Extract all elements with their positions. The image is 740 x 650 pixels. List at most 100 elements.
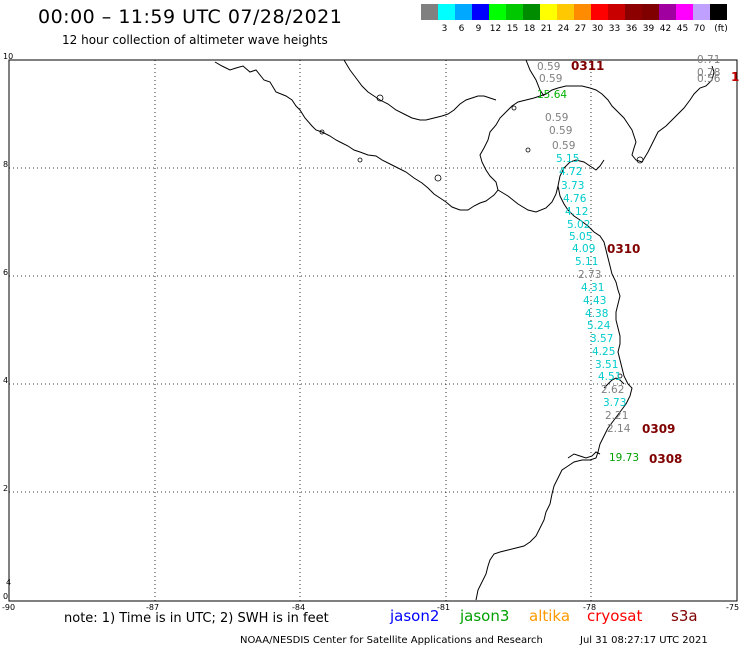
lon-tick-label: -90	[2, 603, 16, 612]
color-scale-unit: (ft)	[714, 24, 728, 34]
wave-height-label: 4.76	[563, 193, 587, 205]
wave-height-label: 4.12	[565, 206, 589, 218]
lat-tick-label: 4	[6, 578, 12, 587]
footer-note: note: 1) Time is in UTC; 2) SWH is in fe…	[64, 611, 329, 626]
map-frame	[8, 59, 738, 602]
color-scale-label: 27	[574, 24, 587, 34]
wave-height-label: 5.02	[567, 219, 591, 231]
wave-height-label: 2.14	[607, 423, 631, 435]
lon-tick-label: -75	[726, 603, 740, 612]
lon-tick-label: -87	[146, 603, 160, 612]
color-scale-swatch	[506, 4, 523, 20]
pass-label: 0308	[649, 452, 683, 466]
lat-tick-label: 2	[3, 484, 9, 493]
wave-height-label: 3.57	[590, 333, 614, 345]
islands	[319, 94, 644, 379]
legend-jason2: jason2	[390, 607, 440, 625]
map-title: 00:00 – 11:59 UTC 07/28/2021	[38, 6, 343, 28]
color-scale-label: 30	[591, 24, 604, 34]
color-scale-label: 18	[523, 24, 536, 34]
lat-tick-label: 6	[3, 268, 9, 277]
lon-tick-label: -78	[583, 603, 597, 612]
wave-height-label: 5.11	[575, 256, 599, 268]
color-scale-label: 45	[676, 24, 689, 34]
wave-height-label: 2.73	[578, 269, 602, 281]
wave-height-label: 2.21	[605, 410, 629, 422]
color-scale-swatch	[659, 4, 676, 20]
color-scale-label: 12	[489, 24, 502, 34]
wave-height-label: 0.71	[697, 54, 721, 66]
wave-height-label: 4.09	[572, 243, 596, 255]
color-scale-label: 21	[540, 24, 553, 34]
lat-lon-grid	[9, 60, 737, 601]
lat-tick-label: 10	[3, 52, 14, 61]
wave-height-label: 5.05	[569, 231, 593, 243]
wave-height-label: 0.59	[539, 73, 563, 85]
color-scale-swatch	[693, 4, 710, 20]
color-scale-swatch	[642, 4, 659, 20]
color-scale-swatch	[557, 4, 574, 20]
color-scale-label: 24	[557, 24, 570, 34]
color-scale-swatch	[472, 4, 489, 20]
wave-height-label: 3.73	[603, 397, 627, 409]
color-scale-label: 36	[625, 24, 638, 34]
color-scale-swatch	[455, 4, 472, 20]
color-scale-swatch	[591, 4, 608, 20]
color-scale-swatch	[625, 4, 642, 20]
generation-timestamp: Jul 31 08:27:17 UTC 2021	[580, 635, 708, 646]
legend-cryosat: cryosat	[587, 607, 643, 625]
color-scale-label: 15	[506, 24, 519, 34]
pass-label: 0309	[642, 422, 676, 436]
pass-label: 1	[731, 70, 740, 84]
color-scale-swatch	[710, 4, 727, 20]
wave-height-label: 4.72	[559, 166, 583, 178]
color-scale-swatch	[540, 4, 557, 20]
map-subtitle: 12 hour collection of altimeter wave hei…	[62, 33, 328, 47]
color-scale-label: 3	[441, 24, 448, 34]
wave-height-label: 0.59	[537, 61, 561, 73]
wave-height-label: 0.59	[552, 140, 576, 152]
color-scale-label: 33	[608, 24, 621, 34]
legend-jason3: jason3	[460, 607, 510, 625]
color-scale-label: 39	[642, 24, 655, 34]
color-scale-label: 9	[475, 24, 482, 34]
color-scale-swatch	[438, 4, 455, 20]
wave-height-label: 4.31	[581, 282, 605, 294]
wave-height-label: 15.64	[537, 89, 568, 101]
wave-height-label: 4.43	[583, 295, 607, 307]
color-scale-swatch	[608, 4, 625, 20]
color-scale-swatch	[574, 4, 591, 20]
legend-altika: altika	[529, 607, 571, 625]
lat-tick-label: 8	[3, 160, 9, 169]
wave-height-label: 3.51	[595, 359, 619, 371]
pass-label: 0311	[571, 59, 605, 73]
wave-height-label: 0.56	[697, 73, 721, 85]
lat-tick-label: 4	[3, 376, 9, 385]
wave-height-label: 5.24	[587, 320, 611, 332]
coastline	[214, 59, 715, 601]
color-scale-swatch	[523, 4, 540, 20]
wave-height-label: 2.62	[601, 384, 625, 396]
wave-height-label: 5.15	[556, 153, 580, 165]
wave-height-label: 0.78	[697, 67, 721, 79]
lon-tick-label: -84	[292, 603, 306, 612]
pass-label: 0310	[607, 242, 641, 256]
wave-height-label: 4.25	[592, 346, 616, 358]
wave-height-label: 4.51	[598, 371, 622, 383]
color-scale-swatch	[421, 4, 438, 20]
credit-line: NOAA/NESDIS Center for Satellite Applica…	[240, 635, 543, 646]
lon-tick-label: -81	[437, 603, 451, 612]
color-scale-label: 70	[693, 24, 706, 34]
wave-height-label: 19.73	[609, 452, 640, 464]
color-scale-label: 6	[458, 24, 465, 34]
color-scale-swatch	[489, 4, 506, 20]
wave-height-label: 0.59	[545, 112, 569, 124]
legend-s3a: s3a	[671, 607, 698, 625]
color-scale-label: 42	[659, 24, 672, 34]
wave-height-label: 4.38	[585, 308, 609, 320]
wave-height-label: 3.73	[561, 180, 585, 192]
lat-tick-label: 0	[3, 592, 9, 601]
color-scale-swatch	[676, 4, 693, 20]
